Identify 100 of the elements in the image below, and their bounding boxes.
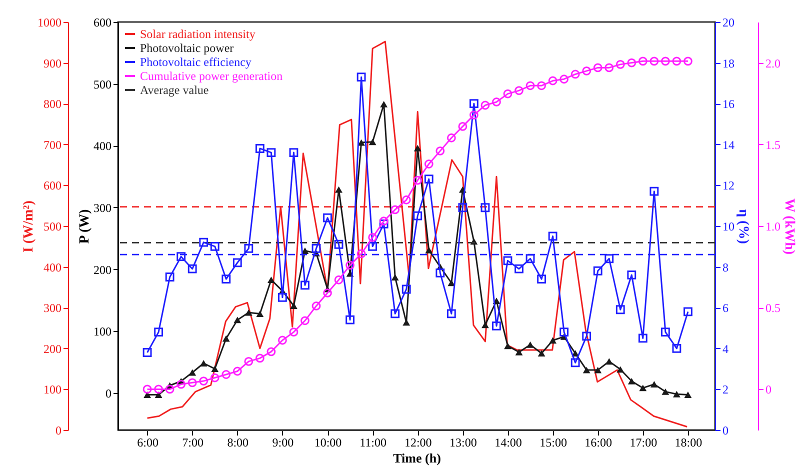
point bbox=[436, 268, 445, 278]
point bbox=[188, 264, 197, 274]
point bbox=[402, 195, 411, 204]
point bbox=[256, 310, 264, 317]
point bbox=[210, 373, 220, 382]
point bbox=[458, 203, 468, 212]
point bbox=[267, 276, 275, 283]
point bbox=[570, 358, 580, 368]
point bbox=[660, 328, 670, 337]
point bbox=[593, 63, 602, 72]
point bbox=[548, 232, 558, 241]
point bbox=[638, 56, 648, 66]
point bbox=[593, 266, 602, 276]
point bbox=[278, 292, 287, 302]
point bbox=[639, 384, 647, 392]
point bbox=[176, 380, 186, 389]
point bbox=[628, 378, 636, 384]
y3-tick-label: 12 bbox=[722, 178, 734, 193]
point bbox=[154, 328, 164, 337]
point bbox=[335, 186, 342, 193]
point bbox=[323, 213, 332, 222]
point bbox=[244, 309, 252, 316]
y3-tick-label: 0 bbox=[722, 424, 728, 438]
point bbox=[289, 328, 298, 337]
point bbox=[278, 336, 287, 345]
y2-tick-label: 100 bbox=[44, 382, 62, 397]
point bbox=[537, 274, 546, 284]
point bbox=[244, 357, 254, 366]
point bbox=[413, 176, 422, 185]
point bbox=[684, 392, 692, 398]
point bbox=[526, 254, 535, 264]
x-tick-label: 9:00 bbox=[272, 436, 294, 450]
point bbox=[526, 81, 535, 90]
y3-tick-label: 14 bbox=[722, 138, 734, 152]
point bbox=[650, 56, 659, 66]
y3-tick-label: 20 bbox=[722, 16, 734, 30]
x-tick-label: 7:00 bbox=[182, 436, 204, 450]
point bbox=[402, 284, 411, 294]
point bbox=[560, 74, 569, 84]
point bbox=[368, 138, 376, 146]
point bbox=[662, 388, 670, 395]
point bbox=[469, 110, 478, 120]
point bbox=[210, 242, 220, 251]
point bbox=[199, 238, 208, 247]
point bbox=[469, 99, 478, 108]
point bbox=[446, 309, 456, 318]
point bbox=[334, 275, 344, 284]
point bbox=[480, 100, 490, 110]
point bbox=[504, 342, 512, 350]
y-tick-label: 400 bbox=[94, 139, 112, 154]
point bbox=[514, 264, 524, 274]
point bbox=[379, 216, 388, 226]
point bbox=[503, 256, 512, 266]
point bbox=[379, 220, 388, 228]
point bbox=[300, 316, 310, 326]
point bbox=[211, 366, 219, 372]
point bbox=[312, 244, 321, 253]
y2-tick-label: 200 bbox=[44, 342, 62, 356]
point bbox=[414, 144, 422, 152]
y2-tick-label: 1000 bbox=[38, 16, 62, 30]
y3-axis-title: η (%) bbox=[736, 209, 750, 244]
x-tick-label: 17:00 bbox=[630, 436, 658, 450]
point bbox=[672, 56, 682, 66]
point bbox=[537, 81, 546, 90]
point bbox=[627, 58, 636, 68]
point bbox=[458, 122, 468, 131]
point bbox=[604, 63, 614, 72]
point bbox=[672, 390, 680, 398]
y-tick-label: 600 bbox=[94, 16, 112, 30]
x-tick-label: 13:00 bbox=[450, 436, 477, 450]
point bbox=[413, 211, 422, 220]
y-tick-label: 0 bbox=[106, 386, 112, 400]
point bbox=[604, 254, 614, 264]
legend-label: Solar radiation intensity bbox=[140, 27, 256, 41]
point bbox=[356, 72, 366, 82]
point bbox=[391, 274, 399, 281]
point bbox=[358, 139, 366, 146]
y-tick-label: 300 bbox=[94, 200, 112, 215]
point bbox=[356, 249, 366, 258]
point bbox=[436, 146, 445, 156]
point bbox=[290, 302, 298, 309]
point bbox=[222, 274, 231, 284]
text: Cumulative power generation bbox=[140, 69, 283, 83]
y-tick-label: 1.0 bbox=[766, 220, 780, 234]
y2-tick-label: 500 bbox=[44, 220, 62, 234]
legend-label: Photovoltaic efficiency bbox=[140, 55, 252, 69]
point bbox=[616, 366, 624, 373]
point bbox=[684, 56, 692, 66]
point bbox=[425, 246, 433, 254]
y3-tick-label: 4 bbox=[722, 342, 728, 356]
point bbox=[323, 288, 332, 298]
point bbox=[503, 89, 512, 98]
y2-tick-label: 700 bbox=[44, 138, 62, 152]
point bbox=[346, 315, 354, 324]
point bbox=[300, 280, 310, 290]
y3-tick-label: 10 bbox=[722, 220, 734, 234]
x-tick-label: 6:00 bbox=[137, 436, 158, 450]
point bbox=[660, 56, 670, 66]
point bbox=[232, 258, 242, 268]
point bbox=[142, 384, 152, 394]
